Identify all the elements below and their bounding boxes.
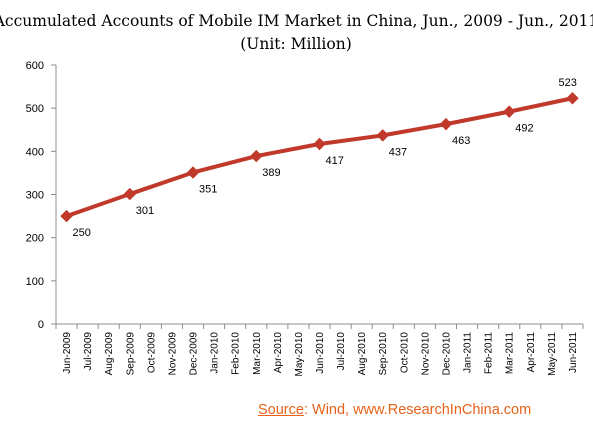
x-tick-label: Apr-2010 — [273, 332, 284, 374]
x-tick-label: May-2011 — [547, 332, 558, 376]
x-tick-label: May-2010 — [294, 332, 305, 377]
data-point — [439, 117, 453, 131]
x-tick-label: Sep-2010 — [378, 332, 389, 376]
source-text: : Wind, www.ResearchInChina.com — [303, 402, 532, 418]
data-point — [60, 209, 73, 223]
x-tick-label: Jan-2011 — [463, 332, 474, 373]
x-tick-label: Jun-2011 — [568, 332, 579, 373]
data-point — [313, 137, 326, 151]
x-tick-label: Oct-2010 — [399, 332, 410, 374]
data-label: 437 — [389, 146, 407, 158]
y-axis: 0 100 200 300 400 500 600 — [26, 60, 57, 331]
data-label: 492 — [515, 123, 533, 135]
data-point — [186, 166, 200, 179]
data-point — [123, 187, 136, 201]
x-tick-label: Nov-2009 — [167, 332, 178, 376]
data-label: 301 — [136, 205, 154, 217]
source-label: Source — [258, 402, 304, 418]
x-tick-label: Jan-2010 — [210, 332, 221, 374]
data-point — [250, 149, 263, 163]
chart-subtitle: (Unit: Million) — [240, 35, 352, 53]
data-label: 523 — [558, 77, 576, 89]
y-tick-label: 100 — [26, 276, 44, 288]
data-label: 417 — [326, 155, 344, 167]
plot-area: 250 301 351 389 417 437 463 492 523 — [60, 77, 579, 239]
chart-title: Accumulated Accounts of Mobile IM Market… — [0, 12, 593, 30]
x-tick-label: Feb-2010 — [231, 332, 242, 375]
data-point — [376, 129, 389, 142]
x-tick-label: Dec-2009 — [189, 332, 200, 376]
data-label: 389 — [262, 167, 280, 179]
x-tick-label: Aug-2009 — [104, 332, 115, 376]
x-tick-label: Sep-2009 — [125, 332, 136, 376]
x-tick-label: Aug-2010 — [357, 332, 368, 376]
data-point — [503, 105, 516, 118]
data-label: 351 — [199, 183, 217, 195]
x-tick-label: Feb-2011 — [484, 332, 495, 375]
data-point — [566, 92, 579, 105]
y-tick-label: 400 — [26, 146, 44, 158]
x-tick-label: Jun-2009 — [62, 332, 73, 374]
x-tick-label: Jul-2010 — [336, 332, 347, 371]
y-tick-label: 200 — [26, 233, 44, 245]
y-tick-label: 500 — [26, 103, 44, 115]
x-tick-label: Apr-2011 — [526, 332, 537, 373]
series-line — [64, 96, 575, 219]
data-label: 250 — [73, 227, 91, 239]
y-tick-label: 300 — [26, 190, 44, 202]
x-tick-label: Dec-2010 — [441, 332, 452, 376]
y-tick-label: 600 — [26, 60, 44, 72]
data-label: 463 — [452, 135, 470, 147]
x-tick-label: Oct-2009 — [146, 332, 157, 374]
x-axis: Jun-2009 Jul-2009 Aug-2009 Sep-2009 Oct-2009… — [55, 323, 584, 377]
x-tick-label: Jul-2009 — [83, 332, 94, 371]
x-tick-label: Mar-2010 — [252, 332, 263, 375]
x-tick-label: Mar-2011 — [505, 332, 516, 374]
y-tick-label: 0 — [38, 319, 44, 331]
source-note: Source: Wind, www.ResearchInChina.com — [258, 402, 531, 418]
x-tick-label: Nov-2010 — [420, 332, 431, 376]
x-tick-label: Jun-2010 — [315, 332, 326, 374]
